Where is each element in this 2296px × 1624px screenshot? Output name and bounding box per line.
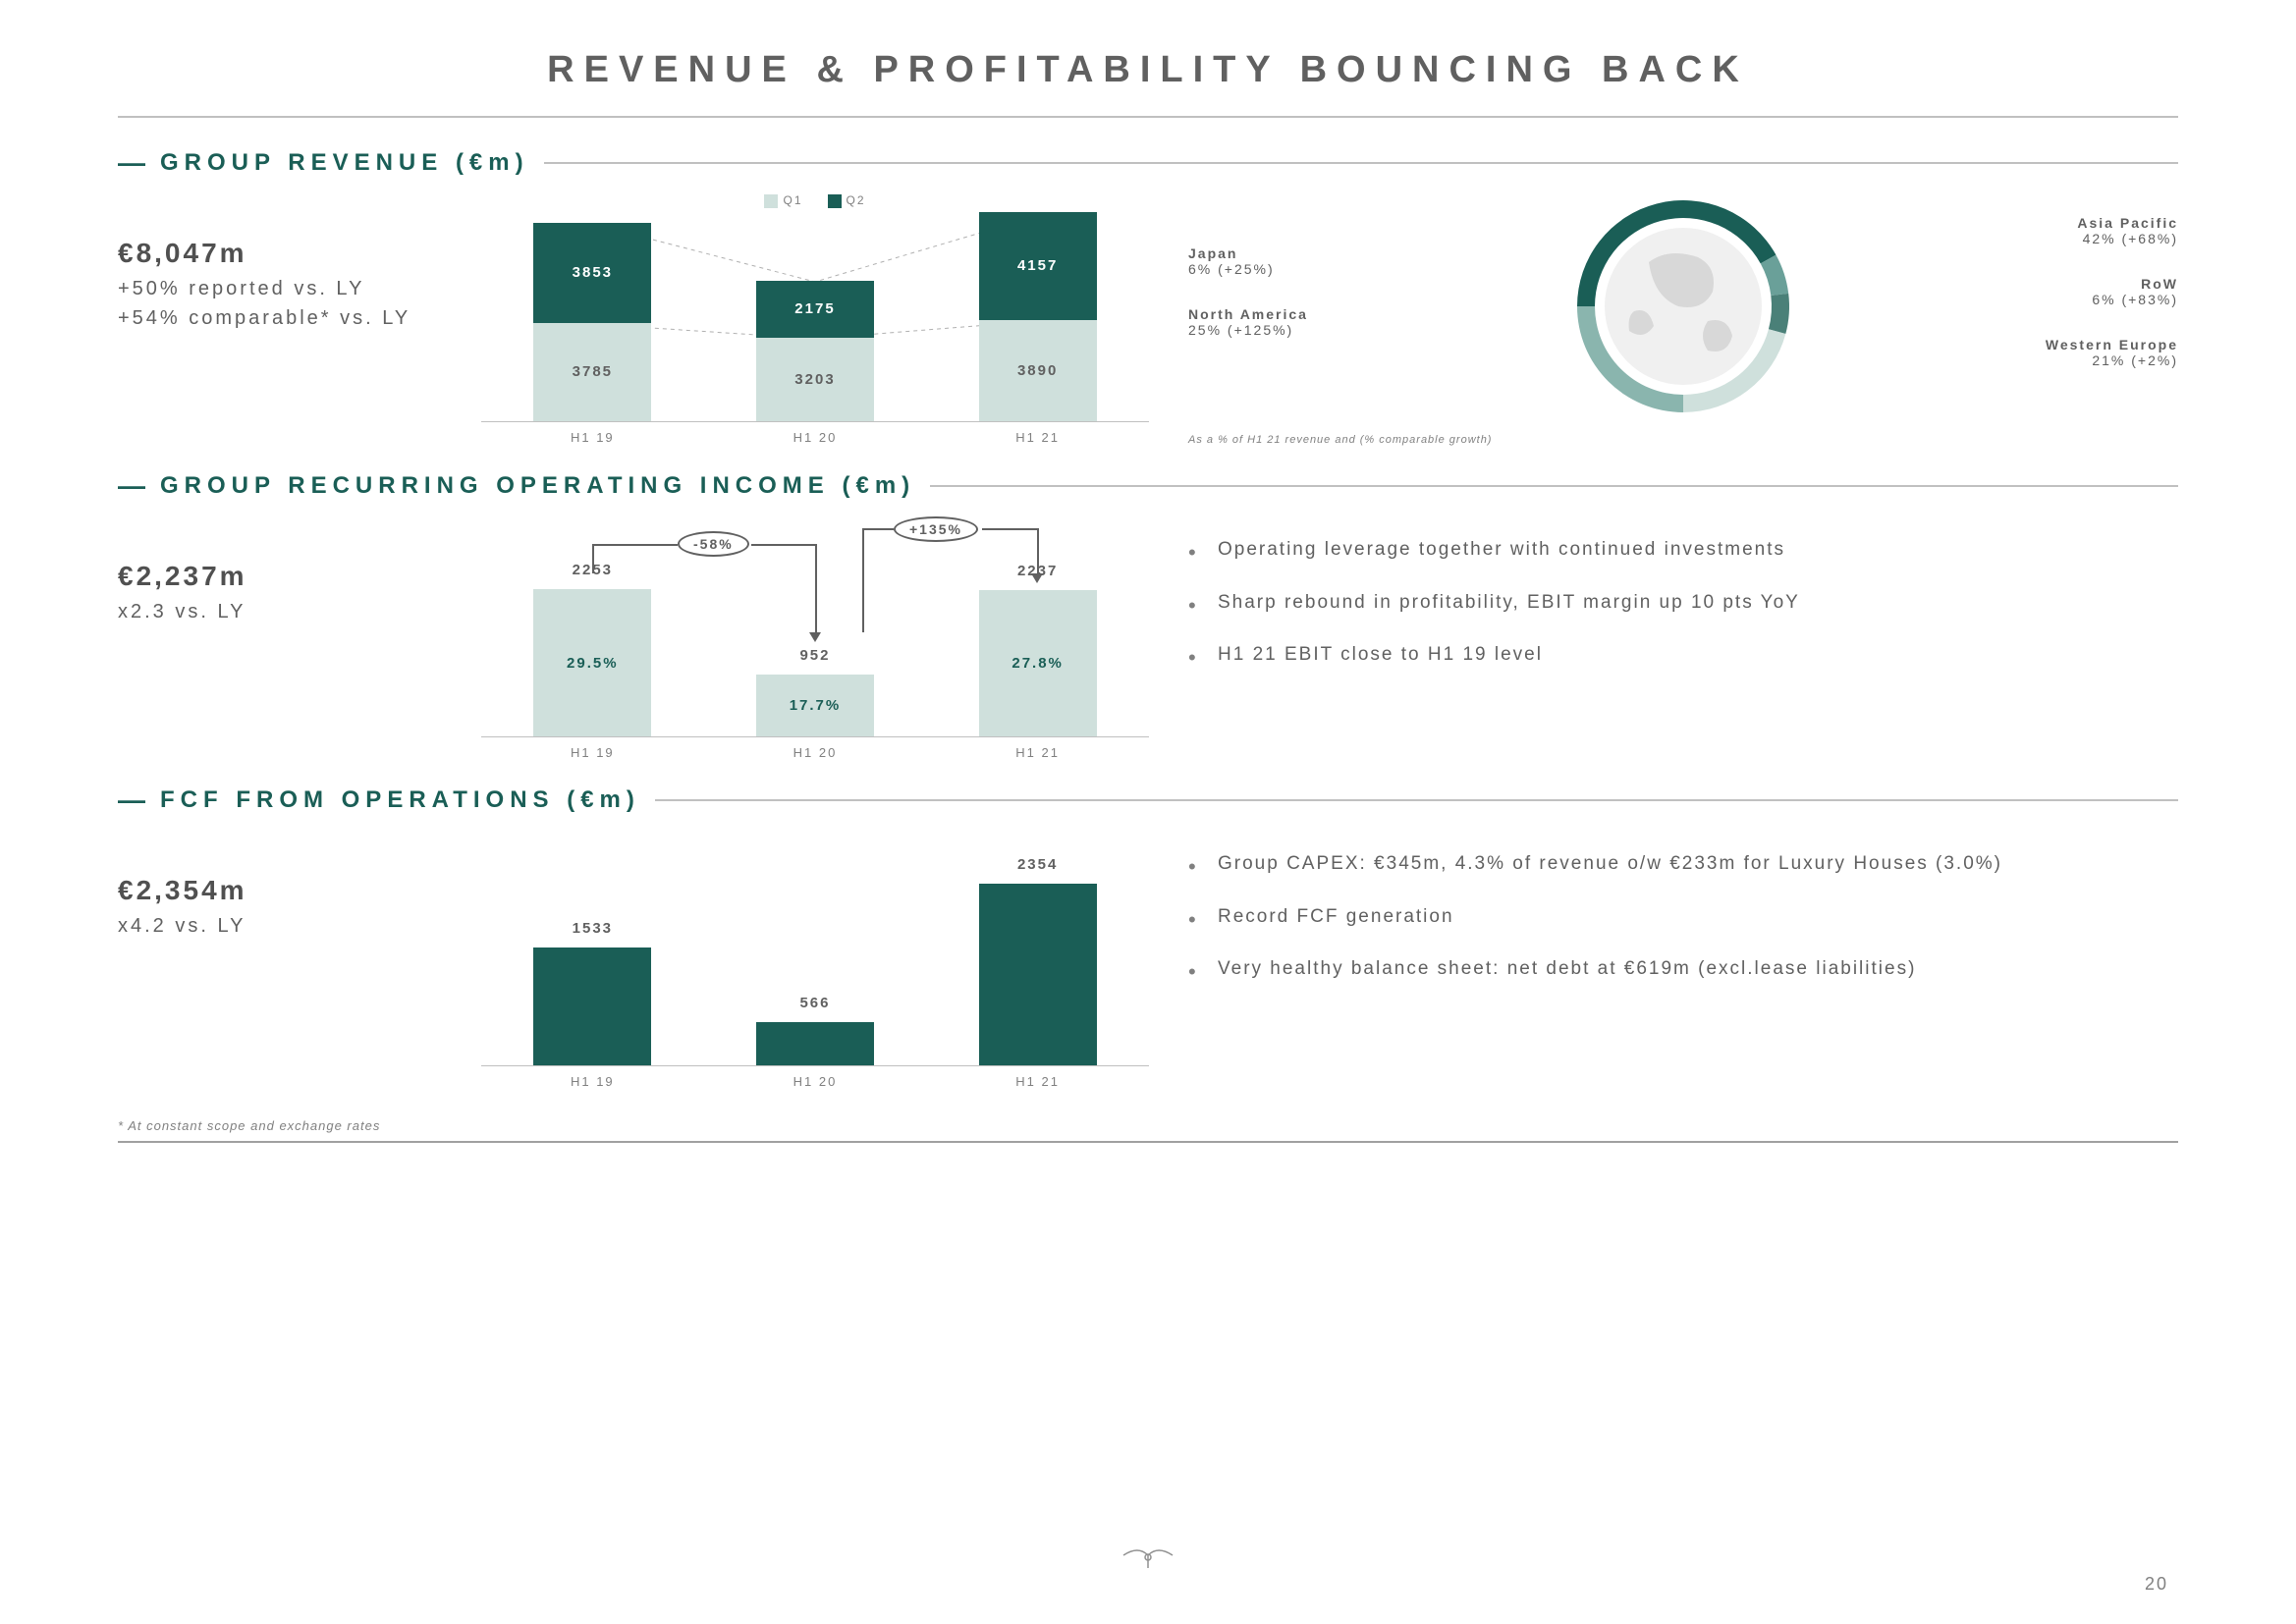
bar-value: 2237 <box>979 563 1097 579</box>
region-val: 42% (+68%) <box>1962 231 2178 246</box>
kpi-value: €2,237m <box>118 556 442 597</box>
bar-value: 2354 <box>979 856 1097 873</box>
section1-title: GROUP REVENUE (€m) <box>160 149 529 177</box>
bar-margin: 29.5% <box>533 589 651 736</box>
kpi-value: €8,047m <box>118 233 442 274</box>
region-name: North America <box>1188 306 1404 322</box>
x-label: H1 19 <box>523 430 661 445</box>
page-title: REVENUE & PROFITABILITY BOUNCING BACK <box>118 49 2178 91</box>
section3-title: FCF FROM OPERATIONS (€m) <box>160 786 640 814</box>
x-label: H1 20 <box>746 1074 884 1089</box>
bar-seg-q1: 3890 <box>979 320 1097 421</box>
kpi-line: +54% comparable* vs. LY <box>118 303 442 333</box>
roi-chart: -58% +135% 2253 29.5% 952 17.7% <box>481 516 1149 760</box>
footnote: * At constant scope and exchange rates <box>118 1118 2178 1133</box>
bar <box>533 947 651 1065</box>
legend-q2: Q2 <box>847 193 866 207</box>
section2-bullets: Operating leverage together with continu… <box>1188 516 2178 670</box>
legend-q1: Q1 <box>783 193 802 207</box>
chart-legend: Q1 Q2 <box>481 193 1149 208</box>
title-rule <box>118 116 2178 118</box>
bar-seg-q1: 3203 <box>756 338 874 421</box>
region-val: 21% (+2%) <box>1962 352 2178 368</box>
bullet: Group CAPEX: €345m, 4.3% of revenue o/w … <box>1188 850 2178 879</box>
bottom-rule <box>118 1141 2178 1143</box>
x-label: H1 21 <box>969 1074 1107 1089</box>
section2-kpi: €2,237m x2.3 vs. LY <box>118 516 442 760</box>
bar-seg-q2: 4157 <box>979 212 1097 320</box>
region-name: Asia Pacific <box>1962 215 2178 231</box>
region-val: 6% (+25%) <box>1188 261 1404 277</box>
bar-value: 2253 <box>533 562 651 578</box>
section3-kpi: €2,354m x4.2 vs. LY <box>118 831 442 1089</box>
section-roi: — GROUP RECURRING OPERATING INCOME (€m) … <box>118 470 2178 760</box>
kpi-line: x2.3 vs. LY <box>118 597 442 626</box>
bullet: H1 21 EBIT close to H1 19 level <box>1188 641 2178 670</box>
x-label: H1 19 <box>523 745 661 760</box>
header-rule <box>655 799 2178 801</box>
kpi-line: x4.2 vs. LY <box>118 911 442 941</box>
bullet: Record FCF generation <box>1188 903 2178 932</box>
section-fcf: — FCF FROM OPERATIONS (€m) €2,354m x4.2 … <box>118 785 2178 1089</box>
section2-title: GROUP RECURRING OPERATING INCOME (€m) <box>160 472 915 500</box>
bar-seg-q1: 3785 <box>533 323 651 421</box>
x-label: H1 21 <box>969 430 1107 445</box>
bar-margin: 27.8% <box>979 590 1097 736</box>
bullet: Sharp rebound in profitability, EBIT mar… <box>1188 589 2178 618</box>
x-label: H1 20 <box>746 430 884 445</box>
kpi-line: +50% reported vs. LY <box>118 274 442 303</box>
globe-breakdown: Japan6% (+25%) North America25% (+125%) … <box>1188 193 2178 419</box>
kpi-value: €2,354m <box>118 870 442 911</box>
header-rule <box>930 485 2178 487</box>
callout-2: +135% <box>894 516 978 542</box>
header-rule <box>544 162 2178 164</box>
region-val: 6% (+83%) <box>1962 292 2178 307</box>
callout-1: -58% <box>678 531 749 557</box>
region-name: Japan <box>1188 245 1404 261</box>
page-number: 20 <box>2145 1574 2168 1595</box>
bar-value: 1533 <box>533 920 651 937</box>
section-revenue: — GROUP REVENUE (€m) €8,047m +50% report… <box>118 147 2178 446</box>
flourish-icon <box>1119 1543 1177 1573</box>
fcf-chart: 1533 566 2354 H1 19 H1 20 H1 21 <box>481 831 1149 1089</box>
revenue-chart: Q1 Q2 3853 3785 2175 3203 4157 38 <box>481 193 1149 446</box>
bar <box>756 1022 874 1065</box>
x-label: H1 20 <box>746 745 884 760</box>
bar-margin: 17.7% <box>756 675 874 736</box>
section1-kpi: €8,047m +50% reported vs. LY +54% compar… <box>118 193 442 446</box>
x-label: H1 21 <box>969 745 1107 760</box>
bar <box>979 884 1097 1065</box>
bar-seg-q2: 3853 <box>533 223 651 323</box>
section3-bullets: Group CAPEX: €345m, 4.3% of revenue o/w … <box>1188 831 2178 984</box>
dash-icon: — <box>118 147 145 179</box>
bar-value: 952 <box>756 647 874 664</box>
region-val: 25% (+125%) <box>1188 322 1404 338</box>
dash-icon: — <box>118 785 145 816</box>
globe-icon <box>1570 193 1796 419</box>
x-label: H1 19 <box>523 1074 661 1089</box>
bullet: Operating leverage together with continu… <box>1188 536 2178 565</box>
bullet: Very healthy balance sheet: net debt at … <box>1188 955 2178 984</box>
bar-value: 566 <box>756 995 874 1011</box>
globe-footnote: As a % of H1 21 revenue and (% comparabl… <box>1188 434 2178 446</box>
bar-seg-q2: 2175 <box>756 281 874 338</box>
region-name: Western Europe <box>1962 337 2178 352</box>
region-name: RoW <box>1962 276 2178 292</box>
dash-icon: — <box>118 470 145 502</box>
